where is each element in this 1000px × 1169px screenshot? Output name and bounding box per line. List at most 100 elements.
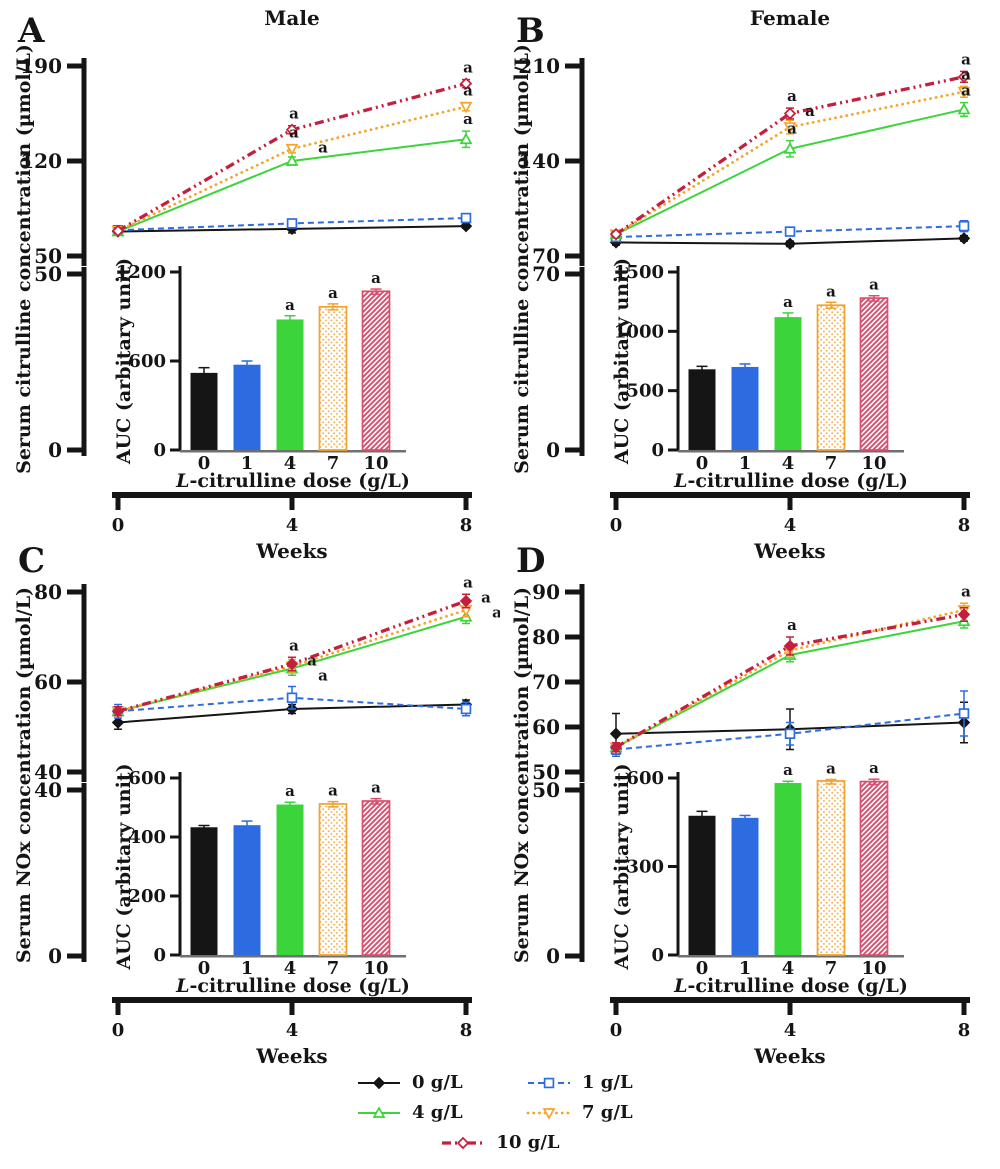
line-series-0gL [609, 232, 971, 250]
significance-letter: a [289, 105, 299, 123]
line-series-10gL [111, 77, 473, 238]
inset-y-axis-label: AUC (arbitary unit) [113, 258, 135, 465]
legend-entry: 10 g/L [440, 1132, 560, 1153]
y-tick-label: 0 [48, 944, 62, 968]
y-axis: 50 60 70 80 90 50 0 [532, 580, 585, 968]
y-axis: 50 120 190 50 0 [20, 54, 87, 462]
panel-label: A [17, 11, 45, 51]
bar-7-gL: a [816, 282, 846, 451]
significance-letter: a [285, 296, 295, 314]
legend-entry: 1 g/L [526, 1072, 644, 1093]
data-point-marker [783, 237, 797, 250]
data-point-marker [957, 608, 971, 621]
significance-letter: a [961, 82, 971, 100]
bar-1-gL [731, 363, 759, 450]
x-tick-label: 0 [610, 515, 623, 536]
data-point-marker [460, 212, 472, 224]
error-bar [284, 801, 296, 809]
y-tick-label: 190 [20, 54, 62, 78]
significance-letter: a [463, 110, 473, 128]
data-point-marker [957, 102, 971, 115]
x-tick-label: 8 [958, 515, 971, 536]
significance-letter: a [492, 603, 500, 621]
data-point-marker [958, 708, 970, 719]
error-bar [284, 315, 296, 324]
data-point-marker [784, 728, 796, 740]
y-tick-label: 210 [518, 54, 560, 78]
data-point-marker [285, 123, 299, 136]
inset-x-tick-label: 4 [284, 453, 297, 474]
inset-y-tick-label: 400 [128, 827, 166, 848]
data-point-marker [459, 132, 473, 145]
inset-y-tick-label: 0 [651, 440, 664, 461]
legend-key-icon [528, 1077, 570, 1088]
x-axis-label: Weeks [753, 539, 825, 563]
significance-letter: a [961, 582, 971, 600]
inset-y-tick-label: 600 [128, 351, 166, 372]
error-bar [198, 366, 210, 377]
inset-x-tick-label: 10 [363, 453, 388, 474]
panel-title: Male [264, 6, 319, 30]
bar-7-gL: a [816, 759, 846, 956]
inset-x-tick-label: 7 [825, 958, 838, 979]
legend-key-icon [442, 1136, 485, 1149]
inset-x-tick-label: 10 [861, 453, 886, 474]
y-tick-label: 50 [532, 778, 560, 802]
x-tick-label: 4 [286, 1020, 299, 1041]
data-point-marker [286, 218, 298, 229]
y-tick-label: 0 [546, 944, 560, 968]
y-tick-label: 80 [532, 625, 560, 649]
legend-row: 4 g/L 7 g/L [356, 1102, 644, 1123]
significance-letter: a [826, 282, 836, 300]
data-point-marker [111, 705, 125, 718]
bar-1-gL [233, 820, 261, 955]
data-point-marker [609, 228, 623, 241]
significance-letter: a [318, 666, 328, 684]
data-point-marker [957, 70, 971, 84]
inset-y-axis-label: AUC (arbitary unit) [611, 763, 633, 970]
data-point-marker [460, 703, 472, 715]
legend-entry-label: 0 g/L [412, 1072, 463, 1093]
significance-letter: a [328, 284, 338, 302]
inset-bar-chart: AUC (arbitary unit) 0 500 1000 1500 0 1 a 4 a 7 a 10 [611, 258, 904, 474]
data-point-marker [372, 1105, 386, 1118]
significance-letter: a [463, 59, 473, 77]
y-tick-label: 70 [532, 244, 560, 268]
inset-y-tick-label: 1200 [116, 262, 166, 283]
significance-letter: a [787, 87, 797, 105]
data-point-marker [285, 154, 299, 166]
error-bar [739, 814, 751, 822]
error-bar [241, 360, 253, 369]
bar-7-gL: a [318, 284, 348, 451]
data-point-marker [783, 639, 797, 653]
significance-letter: a [787, 120, 797, 138]
data-point-marker [958, 220, 970, 232]
data-point-marker [957, 232, 971, 245]
bar-10-gL: a [859, 276, 889, 451]
error-bar [696, 365, 708, 374]
significance-letter: a [869, 276, 879, 294]
bar-10-gL: a [361, 779, 391, 956]
line-series-10gL [609, 70, 971, 241]
bar-10-gL: a [361, 269, 391, 451]
y-tick-label: 40 [34, 778, 62, 802]
y-tick-label: 70 [532, 262, 560, 286]
y-tick-label: 120 [20, 149, 62, 173]
y-tick-label: 60 [34, 670, 62, 694]
significance-letter: a [826, 759, 836, 777]
inset-x-tick-label: 0 [198, 453, 211, 474]
weeks-axis: 0 4 8 [610, 492, 971, 536]
data-point-marker [543, 1077, 555, 1088]
y-tick-label: 0 [546, 438, 560, 462]
bar-1-gL [731, 814, 759, 955]
data-point-marker [285, 143, 299, 156]
y-tick-label: 90 [532, 580, 560, 604]
legend-entry: 0 g/L [356, 1072, 474, 1093]
error-bar [327, 303, 339, 311]
y-axis-label: Serum NOx concentration (µmol/L) [511, 587, 533, 963]
significance-letter: a [481, 588, 491, 606]
inset-y-tick-label: 600 [626, 768, 664, 789]
inset-x-tick-label: 7 [327, 958, 340, 979]
